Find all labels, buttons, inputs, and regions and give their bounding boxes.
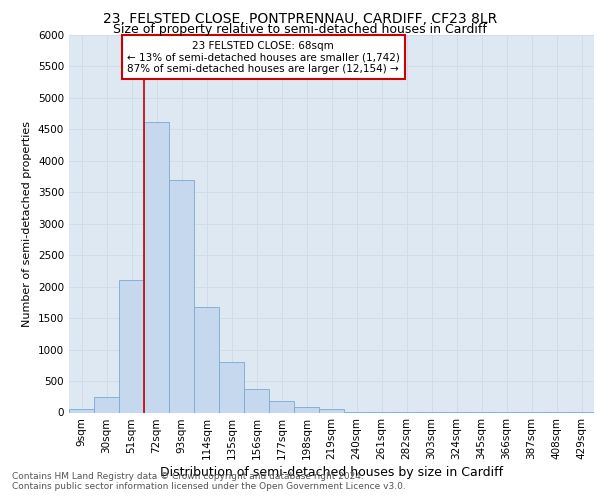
Text: Size of property relative to semi-detached houses in Cardiff: Size of property relative to semi-detach…	[113, 22, 487, 36]
Bar	[219, 362, 244, 412]
Bar	[94, 398, 119, 412]
Bar	[319, 410, 344, 412]
Text: 23 FELSTED CLOSE: 68sqm
← 13% of semi-detached houses are smaller (1,742)
87% of: 23 FELSTED CLOSE: 68sqm ← 13% of semi-de…	[127, 40, 400, 74]
Text: 23, FELSTED CLOSE, PONTPRENNAU, CARDIFF, CF23 8LR: 23, FELSTED CLOSE, PONTPRENNAU, CARDIFF,…	[103, 12, 497, 26]
Text: Contains public sector information licensed under the Open Government Licence v3: Contains public sector information licen…	[12, 482, 406, 491]
Bar	[294, 407, 319, 412]
Bar	[69, 410, 94, 412]
Text: Contains HM Land Registry data © Crown copyright and database right 2024.: Contains HM Land Registry data © Crown c…	[12, 472, 364, 481]
Y-axis label: Number of semi-detached properties: Number of semi-detached properties	[22, 120, 32, 327]
Bar	[269, 402, 294, 412]
Bar	[119, 280, 144, 412]
X-axis label: Distribution of semi-detached houses by size in Cardiff: Distribution of semi-detached houses by …	[160, 466, 503, 479]
Bar	[169, 180, 194, 412]
Bar	[244, 388, 269, 412]
Bar	[144, 122, 169, 412]
Bar	[194, 308, 219, 412]
